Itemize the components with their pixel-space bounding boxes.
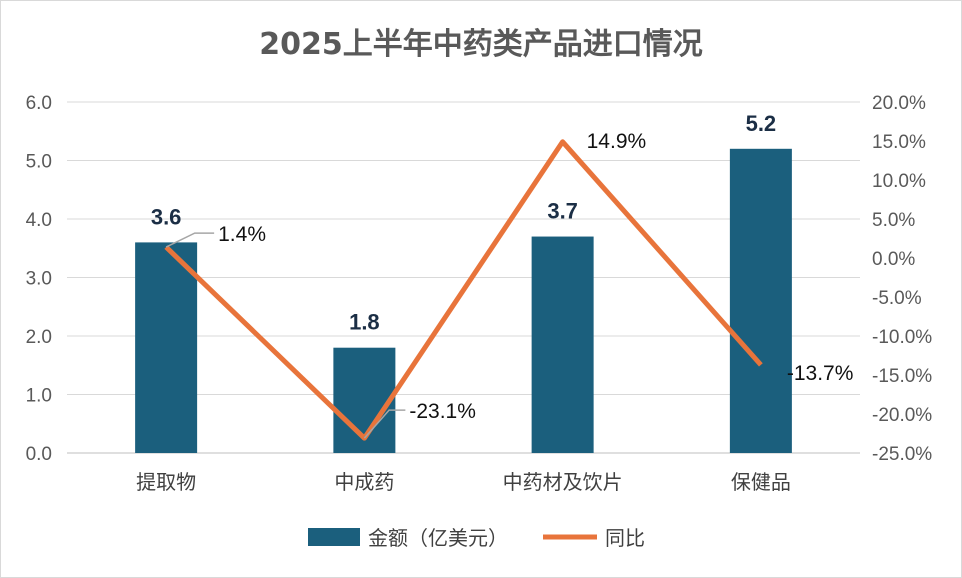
bar-data-label: 3.6 <box>151 204 182 229</box>
bar-data-label: 1.8 <box>349 310 380 335</box>
left-tick-label: 6.0 <box>26 93 52 114</box>
leader-line <box>165 232 215 248</box>
bar <box>729 148 792 454</box>
legend-label: 金额（亿美元） <box>368 526 508 550</box>
leader-line <box>363 409 406 439</box>
right-tick-label: 0.0% <box>872 249 915 270</box>
right-tick-label: 10.0% <box>872 171 926 192</box>
bar-data-label: 5.2 <box>746 111 777 136</box>
line-data-label: -23.1% <box>409 400 476 423</box>
bar <box>531 236 594 453</box>
chart-title: 2025上半年中药类产品进口情况 <box>259 27 703 62</box>
right-tick-label: -10.0% <box>872 327 932 348</box>
left-tick-label: 3.0 <box>26 269 52 290</box>
legend-label: 同比 <box>605 526 645 550</box>
yoy-line <box>164 139 763 441</box>
left-tick-label: 0.0 <box>26 444 52 465</box>
category-label: 提取物 <box>136 470 196 494</box>
left-tick-label: 1.0 <box>26 386 52 407</box>
left-tick-label: 4.0 <box>26 210 52 231</box>
line-data-label: -13.7% <box>787 362 854 385</box>
right-tick-label: -20.0% <box>872 405 932 426</box>
right-tick-label: 5.0% <box>872 210 915 231</box>
right-tick-label: 20.0% <box>872 93 926 114</box>
bar-data-label: 3.7 <box>547 199 578 224</box>
line-data-label: 1.4% <box>218 223 266 246</box>
right-tick-label: -15.0% <box>872 366 932 387</box>
category-label: 保健品 <box>731 470 791 494</box>
right-tick-label: -5.0% <box>872 288 922 309</box>
bar <box>135 242 198 453</box>
category-label: 中药材及饮片 <box>503 470 623 494</box>
right-tick-label: 15.0% <box>872 132 926 153</box>
category-label: 中成药 <box>334 470 394 494</box>
left-tick-label: 5.0 <box>26 152 52 173</box>
right-tick-label: -25.0% <box>872 444 932 465</box>
left-tick-label: 2.0 <box>26 327 52 348</box>
legend-bar-swatch <box>308 528 360 546</box>
line-data-label: 14.9% <box>587 130 647 153</box>
